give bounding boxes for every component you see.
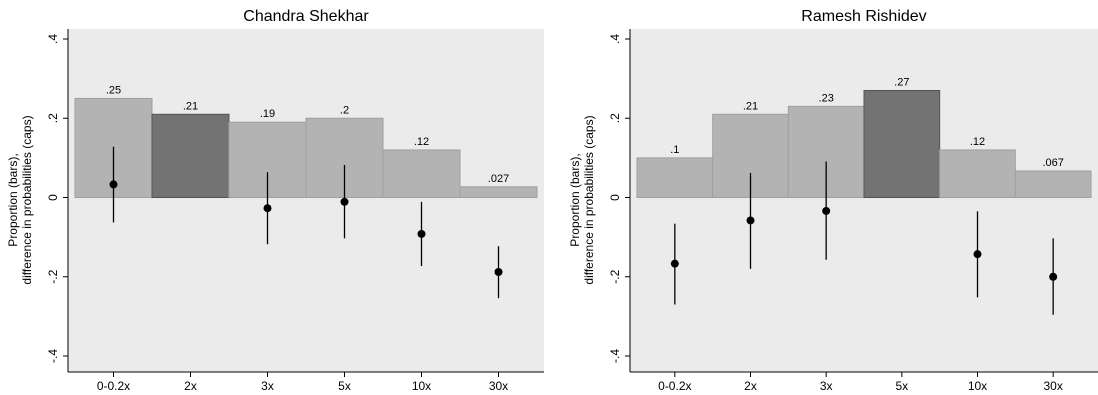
bar-value-label: .25 xyxy=(106,84,121,96)
panel-chandra-shekhar: Chandra Shekhar Proportion (bars), differe… xyxy=(6,8,544,393)
x-tick-label: 10x xyxy=(412,379,431,393)
bar-value-label: .19 xyxy=(260,108,275,120)
x-tick-label: 3x xyxy=(261,379,274,393)
x-tick-label: 30x xyxy=(1043,379,1062,393)
x-tick-label: 0-0.2x xyxy=(97,379,130,393)
y-axis-label: Proportion (bars), xyxy=(6,153,20,246)
bar-value-label: .2 xyxy=(340,104,349,116)
point-estimate xyxy=(494,267,503,276)
bar xyxy=(863,90,941,198)
bar xyxy=(1014,170,1092,198)
bar-value-label: .21 xyxy=(743,100,758,112)
x-tick-label: 2x xyxy=(744,379,757,393)
y-tick-label: .4 xyxy=(608,34,622,44)
point-estimate xyxy=(263,204,272,213)
y-tick-label: -.4 xyxy=(608,349,622,363)
y-tick-label: .2 xyxy=(46,113,60,123)
y-tick-label: 0 xyxy=(46,194,60,201)
point-estimate xyxy=(109,180,118,189)
bar-value-label: .23 xyxy=(819,92,834,104)
x-tick-label: 5x xyxy=(895,379,908,393)
bar-value-label: .12 xyxy=(414,136,429,148)
x-tick-label: 10x xyxy=(968,379,987,393)
y-tick-label: 0 xyxy=(608,194,622,201)
bar-value-label: .027 xyxy=(488,173,509,185)
plot-area xyxy=(630,29,1098,372)
bar xyxy=(459,186,538,199)
bar-value-label: .12 xyxy=(970,136,985,148)
y-tick-label: -.2 xyxy=(46,269,60,283)
plot-area xyxy=(68,29,544,372)
bar-value-label: .1 xyxy=(670,144,679,156)
x-tick-label: 0-0.2x xyxy=(658,379,691,393)
point-estimate xyxy=(670,259,679,268)
point-estimate xyxy=(340,197,349,206)
point-estimate xyxy=(746,216,755,225)
x-tick-label: 30x xyxy=(489,379,508,393)
y-tick-label: -.4 xyxy=(46,349,60,363)
bar xyxy=(636,157,714,198)
x-tick-label: 3x xyxy=(820,379,833,393)
bar xyxy=(382,149,461,198)
point-estimate xyxy=(822,206,831,215)
y-tick-label: .4 xyxy=(46,34,60,44)
y-tick-label: .2 xyxy=(608,113,622,123)
bar-value-label: .21 xyxy=(183,100,198,112)
y-tick-label: -.2 xyxy=(608,269,622,283)
panel-ramesh-rishidev: Ramesh Rishidev Proportion (bars), differe… xyxy=(568,8,1098,393)
y-axis-label: difference in probabilities (caps) xyxy=(20,115,34,284)
y-axis-label: Proportion (bars), xyxy=(568,153,582,246)
bar xyxy=(151,113,230,198)
x-tick-label: 2x xyxy=(184,379,197,393)
chart-title: Ramesh Rishidev xyxy=(801,8,926,25)
chart-title: Chandra Shekhar xyxy=(243,8,369,25)
point-estimate xyxy=(973,250,982,259)
point-estimate xyxy=(1049,272,1058,281)
bar-value-label: .067 xyxy=(1042,157,1063,169)
x-tick-label: 5x xyxy=(338,379,351,393)
bar-value-label: .27 xyxy=(894,77,909,89)
bar xyxy=(939,149,1016,198)
point-estimate xyxy=(417,229,426,238)
y-axis-label: difference in probabilities (caps) xyxy=(582,115,596,284)
